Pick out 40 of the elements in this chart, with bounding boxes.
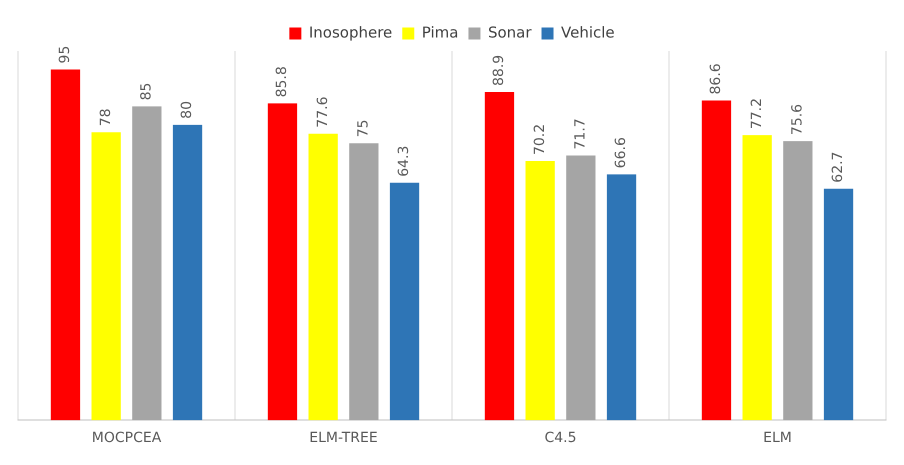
bar (172, 124, 202, 420)
bar (50, 69, 80, 420)
bar (783, 141, 812, 420)
bar (824, 188, 854, 420)
data-label: 70.2 (532, 124, 548, 156)
bar (566, 155, 596, 420)
bar (268, 103, 298, 420)
data-label: 88.9 (491, 54, 508, 86)
data-label: 77.2 (748, 98, 765, 130)
x-tick-label: ELM (763, 430, 792, 446)
data-label: 75.6 (789, 104, 806, 136)
data-label: 66.6 (613, 137, 630, 168)
legend-label: Inosophere (308, 23, 392, 42)
bar (606, 174, 636, 420)
bar (484, 92, 514, 420)
legend-label: Vehicle (561, 23, 615, 42)
data-label: 85 (138, 82, 154, 100)
x-tick-label: C4.5 (544, 430, 577, 446)
data-label: 86.6 (708, 63, 724, 94)
data-label: 64.3 (396, 146, 412, 177)
data-label: 75 (355, 119, 372, 138)
bar (742, 135, 772, 420)
data-label: 77.6 (314, 96, 331, 128)
x-tick-label: ELM-TREE (309, 430, 378, 446)
bar (526, 161, 555, 420)
x-tick-label: MOCPCEA (92, 430, 162, 446)
legend-label: Sonar (488, 23, 532, 42)
data-label: 78 (98, 108, 114, 126)
data-label: 95 (57, 46, 74, 64)
bar (349, 143, 378, 420)
bar (702, 100, 732, 420)
data-label: 71.7 (572, 118, 588, 150)
bar (308, 134, 338, 420)
legend-label: Pima (422, 23, 458, 42)
bar (132, 106, 162, 420)
data-label: 80 (179, 101, 196, 119)
data-label: 85.8 (274, 66, 290, 98)
data-label: 62.7 (830, 152, 846, 183)
bar (390, 182, 420, 420)
bar (92, 132, 121, 420)
